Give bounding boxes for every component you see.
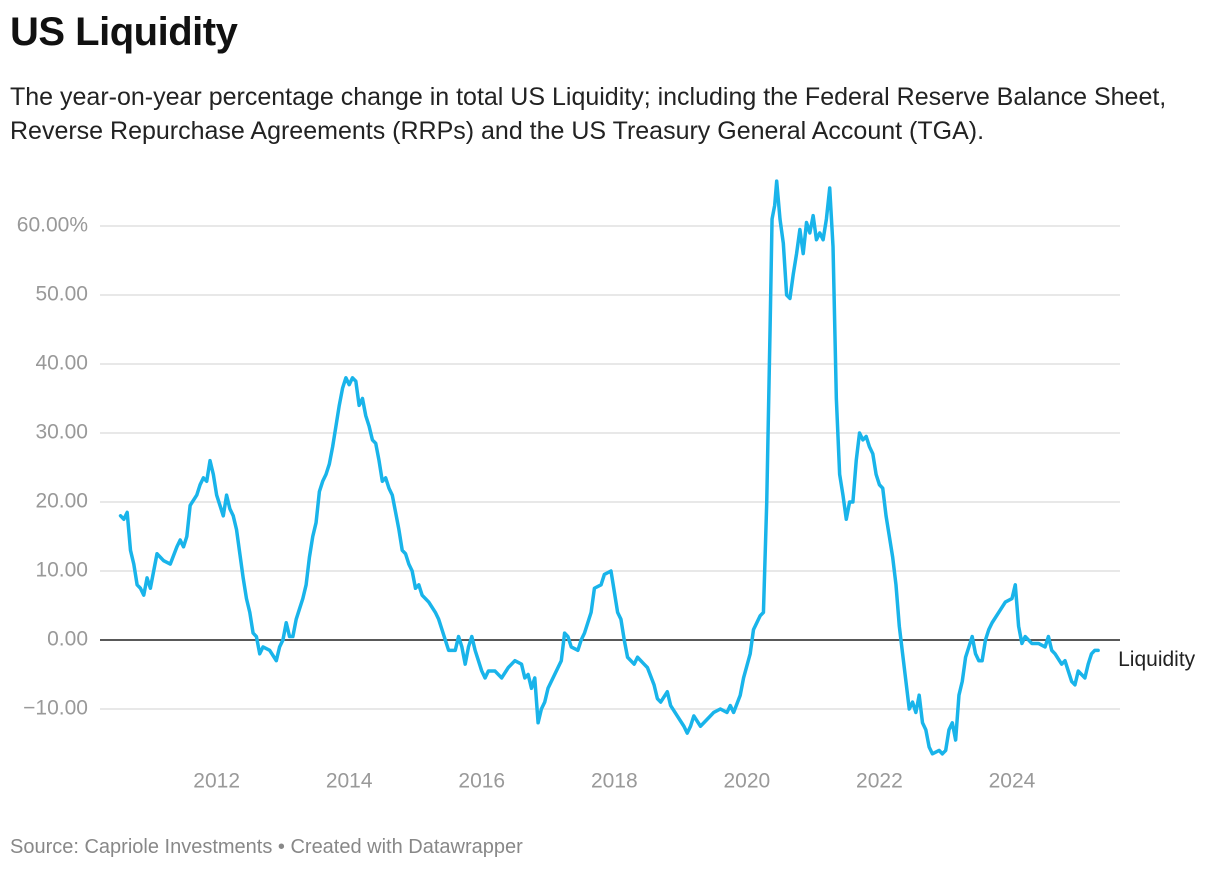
y-tick-label: 60.00% [17,214,88,237]
y-tick-label: 20.00 [35,490,88,513]
y-tick-label: 10.00 [35,559,88,582]
y-tick-label: 50.00 [35,283,88,306]
x-tick-label: 2018 [591,770,638,793]
source-note: Source: Capriole Investments • Created w… [10,836,523,858]
y-tick-label: 30.00 [35,421,88,444]
data-line [118,179,1100,756]
x-tick-label: 2024 [989,770,1036,793]
chart-subtitle: The year-on-year percentage change in to… [10,83,1167,145]
chart-title: US Liquidity [10,10,238,54]
x-tick-label: 2014 [326,770,373,793]
y-tick-label: −10.00 [23,697,88,720]
x-tick-label: 2012 [193,770,240,793]
y-tick-label: 40.00 [35,352,88,375]
x-tick-label: 2016 [458,770,505,793]
series-label: Liquidity [1118,648,1196,671]
x-tick-label: 2020 [724,770,771,793]
y-tick-label: 0.00 [47,628,88,651]
x-tick-label: 2022 [856,770,903,793]
